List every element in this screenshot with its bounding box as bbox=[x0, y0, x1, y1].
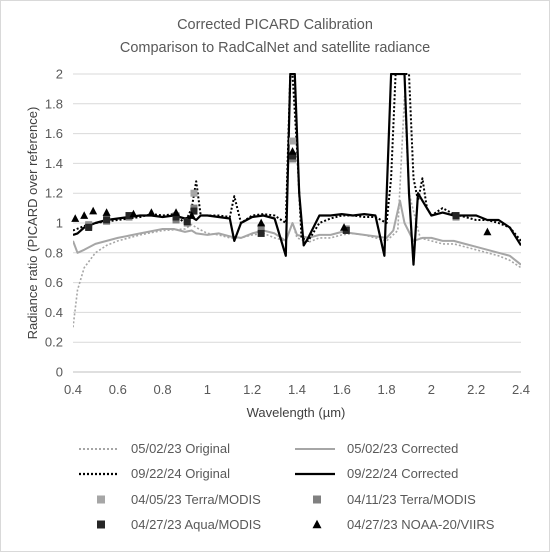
marker-04-27-23-noaa-20-viirs-10 bbox=[340, 223, 349, 231]
x-tick-label: 0.6 bbox=[109, 382, 127, 397]
x-tick-label: 1.8 bbox=[378, 382, 396, 397]
marker-04-27-23-noaa-20-viirs-0 bbox=[71, 214, 80, 222]
x-tick-label: 2.2 bbox=[467, 382, 485, 397]
legend: 05/02/23 Original 05/02/23 Corrected 09/22… bbox=[79, 441, 495, 532]
y-tick-label: 1.8 bbox=[45, 96, 63, 111]
marker-04-27-23-aqua-modis-2 bbox=[125, 212, 133, 220]
y-axis-label: Radiance ratio (PICARD over reference) bbox=[25, 107, 40, 340]
marker-04-27-23-noaa-20-viirs-6 bbox=[172, 208, 181, 216]
y-tick-label: 0.8 bbox=[45, 245, 63, 260]
chart-title-line-2: Comparison to RadCalNet and satellite ra… bbox=[120, 40, 430, 56]
marker-04-27-23-noaa-20-viirs-2 bbox=[89, 206, 98, 215]
marker-04-27-23-aqua-modis-3 bbox=[172, 213, 180, 221]
series-line-09-22-24-corrected bbox=[73, 73, 521, 266]
y-tick-label: 1.2 bbox=[45, 186, 63, 201]
marker-04-27-23-aqua-modis-4 bbox=[183, 218, 191, 226]
x-tick-label: 1.2 bbox=[243, 382, 261, 397]
y-tick-label: 0.6 bbox=[45, 275, 63, 290]
legend-label-05-02-23-corrected: 05/02/23 Corrected bbox=[347, 441, 458, 456]
legend-item-04-11-23-terra-modis: 04/11/23 Terra/MODIS bbox=[313, 492, 476, 507]
marker-04-27-23-noaa-20-viirs-8 bbox=[257, 218, 266, 227]
legend-label-05-02-23-original: 05/02/23 Original bbox=[131, 441, 230, 456]
x-tick-label: 0.4 bbox=[64, 382, 82, 397]
marker-04-27-23-noaa-20-viirs-1 bbox=[80, 211, 89, 219]
y-tick-label: 0 bbox=[56, 365, 63, 380]
marker-04-27-23-noaa-20-viirs-4 bbox=[129, 209, 138, 218]
chart-title-line-1: Corrected PICARD Calibration bbox=[177, 17, 373, 33]
marker-04-27-23-noaa-20-viirs-9 bbox=[288, 147, 297, 155]
x-tick-label: 2 bbox=[428, 382, 435, 397]
marker-04-27-23-aqua-modis-6 bbox=[257, 229, 265, 237]
legend-item-09-22-24-corrected: 09/22/24 Corrected bbox=[295, 466, 458, 481]
legend-item-04-27-23-aqua-modis: 04/27/23 Aqua/MODIS bbox=[97, 517, 261, 532]
marker-04-27-23-aqua-modis-5 bbox=[190, 207, 198, 215]
x-axis-label: Wavelength (µm) bbox=[247, 405, 346, 420]
legend-swatch-04-11-23-terra-modis bbox=[313, 495, 321, 504]
y-tick-label: 0.2 bbox=[45, 335, 63, 350]
legend-swatch-04-05-23-terra-modis bbox=[97, 495, 105, 504]
legend-item-04-05-23-terra-modis: 04/05/23 Terra/MODIS bbox=[97, 492, 261, 507]
marker-04-27-23-noaa-20-viirs-5 bbox=[147, 208, 156, 216]
tick-labels: 0 0.2 0.4 0.6 0.8 1 1.2 1.4 1.6 1.8 2 0.4 0.6 0.8 1 1.2… bbox=[45, 67, 530, 398]
marker-04-27-23-noaa-20-viirs-3 bbox=[102, 208, 111, 216]
legend-label-04-27-23-aqua-modis: 04/27/23 Aqua/MODIS bbox=[131, 517, 261, 532]
x-tick-label: 2.4 bbox=[512, 382, 530, 397]
x-tick-label: 1.6 bbox=[333, 382, 351, 397]
marker-04-27-23-aqua-modis-1 bbox=[103, 216, 111, 224]
marker-04-27-23-aqua-modis-9 bbox=[452, 212, 460, 220]
x-tick-label: 0.8 bbox=[154, 382, 172, 397]
legend-swatch-04-27-23-noaa-20-viirs bbox=[312, 519, 322, 529]
legend-label-04-11-23-terra-modis: 04/11/23 Terra/MODIS bbox=[347, 492, 476, 507]
marker-04-27-23-aqua-modis-0 bbox=[85, 223, 93, 231]
y-tick-label: 1.4 bbox=[45, 156, 63, 171]
marker-04-05-23-terra-modis-5 bbox=[289, 137, 297, 145]
marker-04-27-23-noaa-20-viirs-7 bbox=[187, 211, 196, 219]
legend-item-05-02-23-corrected: 05/02/23 Corrected bbox=[295, 441, 458, 456]
y-tick-label: 2 bbox=[56, 67, 63, 82]
legend-label-09-22-24-original: 09/22/24 Original bbox=[131, 466, 230, 481]
marker-04-27-23-noaa-20-viirs-11 bbox=[483, 227, 492, 236]
marker-04-11-23-terra-modis-6 bbox=[257, 223, 265, 231]
marker-04-05-23-terra-modis-4 bbox=[190, 189, 198, 197]
marker-04-27-23-aqua-modis-7 bbox=[289, 152, 297, 160]
data-markers bbox=[71, 137, 492, 237]
legend-swatch-04-27-23-aqua-modis bbox=[97, 520, 105, 529]
x-tick-label: 1.4 bbox=[288, 382, 306, 397]
legend-item-09-22-24-original: 09/22/24 Original bbox=[79, 466, 230, 481]
y-tick-label: 1.6 bbox=[45, 126, 63, 141]
legend-label-04-27-23-noaa-20-viirs: 04/27/23 NOAA-20/VIIRS bbox=[347, 517, 495, 532]
data-series bbox=[73, 73, 521, 328]
series-line-05-02-23-corrected bbox=[73, 199, 521, 266]
legend-label-09-22-24-corrected: 09/22/24 Corrected bbox=[347, 466, 458, 481]
legend-label-04-05-23-terra-modis: 04/05/23 Terra/MODIS bbox=[131, 492, 261, 507]
legend-item-05-02-23-original: 05/02/23 Original bbox=[79, 441, 230, 456]
x-tick-label: 1 bbox=[204, 382, 211, 397]
y-tick-label: 1 bbox=[56, 216, 63, 231]
legend-item-04-27-23-noaa-20-viirs: 04/27/23 NOAA-20/VIIRS bbox=[312, 517, 495, 532]
y-tick-label: 0.4 bbox=[45, 305, 63, 320]
